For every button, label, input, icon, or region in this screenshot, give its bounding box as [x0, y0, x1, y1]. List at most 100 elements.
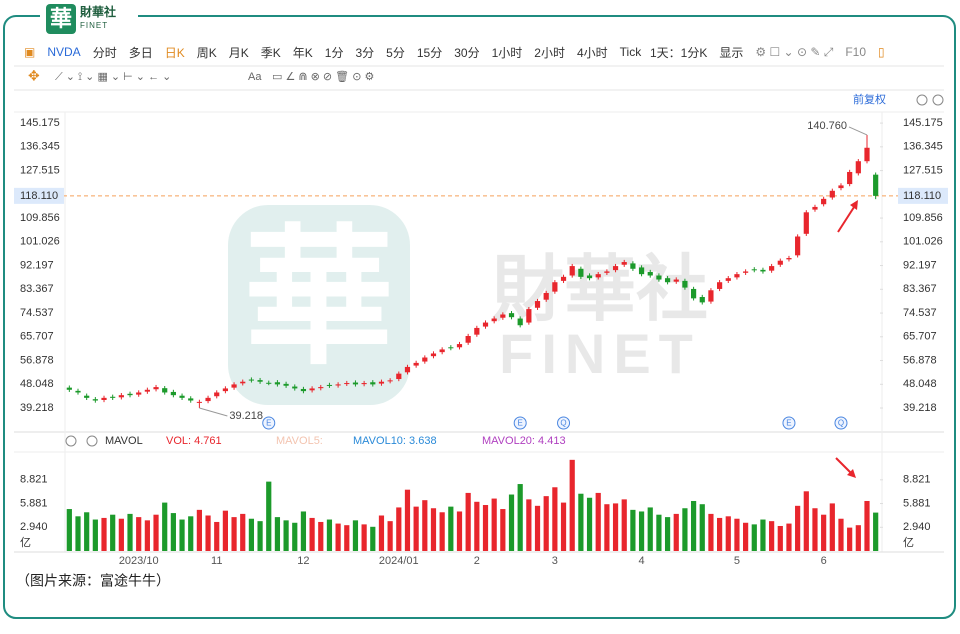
candle-body [873, 174, 879, 196]
y-tick-label: 74.537 [20, 307, 54, 319]
candle-body [760, 269, 766, 272]
y-tick-label: 145.175 [903, 117, 943, 129]
candle-body [144, 389, 150, 392]
volume-bar [240, 513, 246, 551]
volume-bar [196, 509, 202, 551]
event-label: Q [560, 419, 566, 428]
volume-bar [118, 518, 124, 551]
zoom-in[interactable] [932, 94, 944, 106]
candle-body [361, 383, 367, 385]
period[interactable]: 月K [228, 45, 249, 60]
volume-bar [110, 514, 116, 551]
candle-body [222, 388, 228, 392]
event-label: E [518, 419, 523, 428]
volume-bar [500, 509, 506, 551]
volume-bar [847, 527, 853, 551]
panel-icon[interactable]: ▯ [878, 45, 885, 59]
candle-body [118, 395, 124, 398]
brand: 財華社 [79, 4, 116, 19]
volume-bar [630, 509, 636, 551]
period[interactable]: 15分 [416, 45, 443, 60]
volume-bar [560, 502, 567, 551]
candle-body [396, 373, 402, 380]
volume-bar [283, 520, 289, 551]
period[interactable]: 4小时 [576, 45, 608, 60]
volume-bar [474, 501, 480, 551]
period[interactable]: 5分 [386, 45, 405, 60]
volume-bar [526, 499, 532, 551]
candle-body [370, 382, 376, 385]
candle-body [682, 280, 688, 288]
volume-bar [153, 514, 159, 551]
candle-body [439, 349, 445, 353]
candle-body [586, 275, 593, 279]
layout-icon[interactable]: ▣ [24, 45, 36, 59]
candle-body [482, 322, 489, 327]
text-tool[interactable]: Aa [248, 71, 262, 83]
period[interactable]: 3分 [355, 45, 375, 60]
volume-bar [188, 516, 194, 551]
candle-body [75, 390, 81, 393]
period[interactable]: 1小时 [491, 45, 523, 60]
volume-bar [430, 508, 437, 551]
watermark: 華 財華社 FINET [228, 205, 708, 405]
period[interactable]: 多日 [128, 45, 153, 60]
period[interactable]: 分时 [92, 45, 117, 60]
volume-bar [873, 512, 879, 551]
candle-body [673, 279, 679, 282]
f10[interactable]: F10 [845, 45, 867, 59]
logo-box [46, 4, 76, 34]
y-tick-label: 65.707 [903, 331, 937, 343]
candle-body [136, 392, 142, 395]
period[interactable]: 2小时 [534, 45, 565, 60]
volume-bar [309, 517, 315, 551]
period[interactable]: Tick [619, 45, 642, 59]
candle-body [664, 278, 671, 283]
source-note: （图片来源：富途牛牛） [16, 573, 170, 589]
volume-bar [612, 503, 619, 551]
volume-bar [222, 510, 228, 551]
other-tools[interactable]: ▭ ∠ ⋒ ⊗ ⊘ 🗑 ⊙ ⚙ [272, 70, 374, 83]
period[interactable]: 周K [196, 45, 217, 60]
candle-body [266, 382, 272, 384]
period[interactable]: 日K [164, 45, 185, 60]
candle-body [690, 288, 697, 299]
candle-body [318, 387, 324, 389]
y-tick-label: 56.878 [903, 354, 937, 366]
y-tick-label: 136.345 [903, 141, 943, 153]
volume-bar [699, 504, 705, 551]
candle-body [656, 275, 662, 280]
y-tick-label: 109.856 [20, 212, 60, 224]
display[interactable]: 显示 [719, 45, 744, 60]
y-tick-label: 5.881 [20, 497, 48, 509]
adjust-mode[interactable]: 前复权 [853, 92, 886, 106]
symbol[interactable]: NVDA [47, 45, 81, 59]
icons[interactable]: ⚙ ☐ ⌄ ⊙ ✎ ⤢ [755, 44, 834, 59]
candle-body [543, 292, 549, 300]
toolbar-right: 1天：1分K 显示 ⚙ ☐ ⌄ ⊙ ✎ ⤢ F10 ▯ [650, 42, 897, 62]
volume-bar [864, 500, 870, 551]
period[interactable]: 季K [260, 45, 281, 60]
volume-bar [144, 520, 150, 551]
period[interactable]: 30分 [454, 45, 480, 60]
candle-body [751, 269, 757, 271]
period[interactable]: 年K [292, 45, 313, 60]
settings-icon[interactable] [65, 435, 77, 447]
zoom-out[interactable] [916, 94, 928, 106]
move-tool[interactable]: ✥ [28, 68, 40, 84]
y-tick-label: 8.821 [903, 474, 931, 486]
interval[interactable]: 1天：1分K [650, 45, 708, 60]
period[interactable]: 1分 [324, 45, 344, 60]
volume-bar [344, 525, 350, 551]
vol-unit: 亿 [20, 536, 31, 549]
x-tick-label: 11 [211, 555, 222, 567]
volume-bar [664, 517, 671, 551]
y-tick-label: 92.197 [20, 259, 54, 271]
candle-body [404, 366, 411, 373]
close-icon[interactable] [86, 435, 98, 447]
x-tick-label: 12 [297, 555, 309, 567]
line-tool[interactable]: ⟋ ⌄ ⟟ ⌄ ▦ ⌄ ⊢ ⌄ ← ⌄ [55, 71, 171, 83]
volume-bar [326, 519, 333, 551]
x-tick-label: 2 [474, 555, 480, 567]
volume-bar [508, 494, 515, 551]
